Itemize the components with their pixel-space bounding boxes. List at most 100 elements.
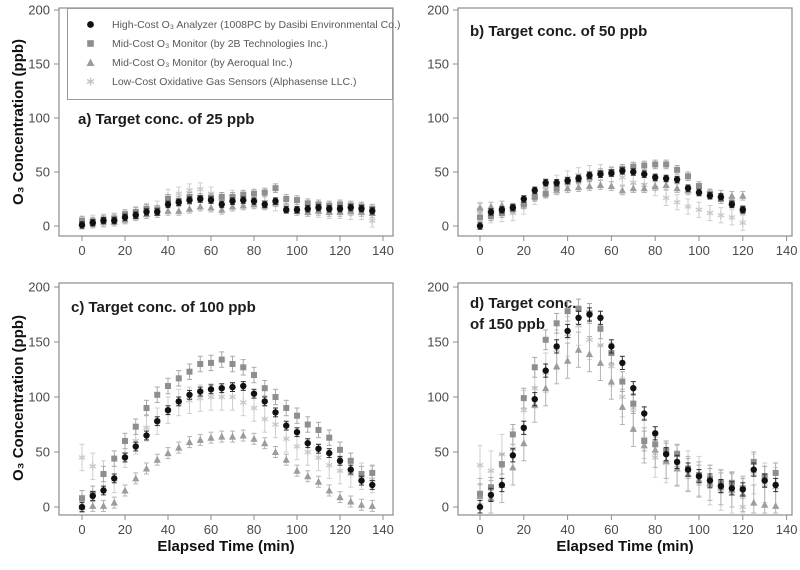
y-tick-label: 200 — [28, 3, 50, 18]
data-point — [250, 435, 258, 442]
y-axis-label-top-row: O₃ Concentration (ppb) — [10, 38, 27, 206]
data-point — [143, 425, 150, 431]
data-point — [772, 502, 780, 509]
x-tick-label: 100 — [688, 243, 710, 258]
data-point — [476, 203, 484, 211]
data-point — [684, 185, 692, 192]
data-point — [239, 431, 247, 439]
y-tick-label: 150 — [427, 335, 449, 350]
data-point — [336, 205, 344, 212]
data-point — [629, 425, 637, 432]
x-tick-label: 80 — [247, 243, 261, 258]
data-point — [564, 356, 572, 364]
data-point — [619, 378, 626, 385]
y-tick-label: 200 — [28, 280, 50, 295]
data-point — [476, 503, 484, 511]
data-point — [293, 429, 301, 436]
data-point — [78, 221, 86, 229]
data-point — [218, 193, 225, 200]
series-high-cost-dasibi — [476, 167, 746, 230]
data-point — [283, 196, 290, 202]
data-point — [314, 477, 323, 485]
data-point — [132, 423, 139, 430]
x-tick-label: 20 — [517, 243, 531, 258]
data-point — [651, 182, 659, 190]
data-point — [739, 191, 747, 199]
data-point — [218, 385, 225, 392]
data-point — [240, 191, 247, 198]
data-point — [282, 436, 290, 442]
data-point — [197, 195, 204, 203]
data-point — [143, 405, 150, 411]
data-point — [326, 434, 333, 441]
data-point — [207, 386, 215, 393]
data-point — [175, 191, 183, 196]
y-tick-label: 0 — [43, 219, 50, 234]
data-point — [630, 400, 637, 407]
data-point — [100, 217, 107, 224]
data-point — [304, 449, 312, 455]
x-tick-label: 60 — [204, 243, 218, 258]
y-tick-label: 150 — [28, 335, 50, 350]
data-point — [250, 197, 258, 205]
data-point — [315, 455, 322, 460]
data-point — [641, 162, 648, 169]
data-point — [487, 213, 494, 220]
data-point — [673, 199, 681, 205]
y-tick-label: 100 — [28, 390, 50, 405]
data-point — [229, 197, 236, 205]
data-point — [347, 466, 354, 473]
filled-square-marker-icon — [68, 38, 112, 49]
y-tick-label: 150 — [28, 57, 50, 72]
data-point — [196, 395, 204, 401]
legend-item-label: Mid-Cost O₃ Monitor (by Aeroqual Inc.) — [112, 56, 293, 69]
data-point — [293, 206, 301, 213]
x-tick-label: 20 — [118, 522, 132, 537]
x-tick-label: 0 — [78, 243, 85, 258]
data-point — [728, 214, 736, 220]
x-tick-label: 120 — [732, 243, 754, 258]
x-tick-label: 120 — [732, 522, 754, 537]
data-point — [272, 422, 279, 427]
data-point — [597, 325, 604, 332]
data-point — [640, 184, 648, 192]
x-tick-label: 40 — [560, 522, 574, 537]
data-point — [272, 185, 279, 192]
data-point — [207, 394, 215, 400]
x-tick-label: 40 — [161, 243, 175, 258]
data-point — [78, 503, 86, 511]
data-point — [250, 405, 258, 411]
data-point — [477, 490, 483, 497]
series-mid-cost-2b — [79, 351, 376, 507]
filled-triangle-marker-icon — [68, 57, 112, 68]
data-point — [229, 361, 236, 367]
x-tick-label: 100 — [286, 243, 308, 258]
subplot-title: of 150 ppb — [470, 316, 545, 333]
data-point — [739, 206, 746, 213]
data-point — [619, 359, 626, 367]
data-point — [728, 485, 736, 492]
data-point — [304, 472, 312, 480]
y-tick-label: 200 — [427, 3, 449, 18]
data-point — [132, 443, 139, 450]
data-point — [218, 432, 226, 440]
data-point — [132, 212, 139, 219]
data-point — [111, 475, 118, 482]
subplot-c: 0 50 100 150 200 0 20 40 60 80 100 120 140 c) Target … — [28, 280, 394, 538]
data-point — [272, 409, 279, 416]
x-tick-label: 140 — [776, 243, 798, 258]
data-point — [596, 181, 605, 188]
plot-frame — [457, 7, 793, 237]
data-point — [553, 320, 560, 327]
data-point — [251, 372, 257, 378]
data-point — [282, 455, 290, 463]
data-point — [315, 204, 322, 211]
data-point — [261, 385, 268, 392]
subplot-title: d) Target conc. — [470, 295, 576, 312]
x-tick-label: 60 — [204, 522, 218, 537]
data-point — [304, 200, 311, 207]
data-point — [652, 174, 659, 181]
subplot-d: 0 50 100 150 200 0 20 40 60 80 100 120 140 d) Target … — [427, 280, 797, 538]
x-tick-label: 80 — [648, 522, 662, 537]
